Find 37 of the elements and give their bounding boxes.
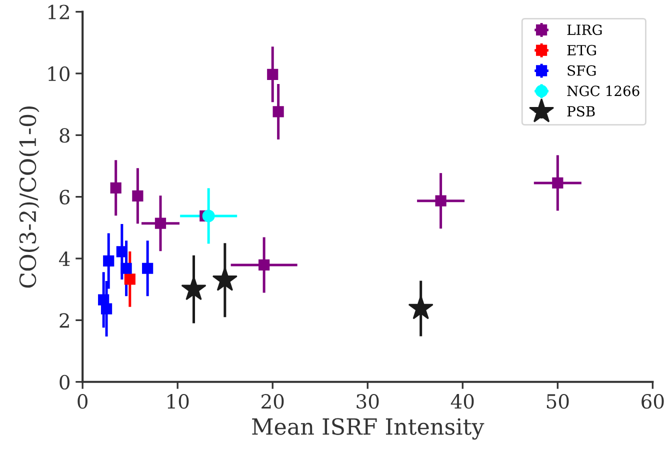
x-tick-label: 10 [168,394,189,409]
x-tick-label: 20 [262,394,284,409]
y-tick-label: 8 [60,128,70,143]
legend-label: SFG [568,65,596,76]
legend-label: NGC 1266 [567,86,640,96]
point [552,177,564,189]
y-tick-label: 2 [60,313,69,328]
point [110,182,122,194]
point [154,218,166,229]
point [267,68,278,80]
legend-label: LIRG [567,24,602,36]
x-axis-title: Mean ISRF Intensity [252,418,484,440]
point [142,262,154,274]
y-tick-label: 4 [59,251,70,266]
point [120,262,132,274]
point [258,259,270,271]
point [100,303,112,314]
x-tick-label: 40 [450,394,474,409]
x-tick-label: 30 [356,394,379,409]
legend-label: PSB [567,106,595,117]
point [124,274,136,285]
point [202,210,215,222]
y-tick-label: 12 [48,4,69,20]
point [408,295,434,320]
y-tick-label: 0 [60,374,70,390]
y-tick-label: 6 [60,190,70,204]
point [435,195,446,206]
point [272,106,284,118]
x-tick-label: 0 [78,394,88,409]
y-tick-label: 10 [48,66,70,82]
point [212,266,238,291]
x-tick-label: 50 [546,394,569,409]
x-tick-label: 60 [642,394,664,409]
point [132,190,144,202]
y-axis-title: CO(3-2)/CO(1-0) [18,106,40,288]
legend-label: ETG [567,44,596,56]
point [103,255,114,267]
